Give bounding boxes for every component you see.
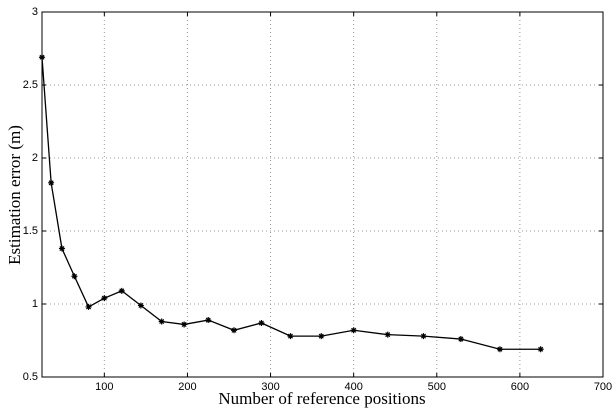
- x-axis-label: Number of reference positions: [218, 389, 425, 408]
- y-tick-label: 2: [32, 152, 38, 164]
- y-tick-label: 2.5: [23, 79, 38, 91]
- y-axis-label: Estimation error (m): [5, 125, 24, 265]
- data-point: [318, 333, 325, 340]
- data-point: [158, 318, 165, 325]
- data-point: [287, 333, 294, 340]
- x-tick-label: 100: [95, 381, 113, 393]
- y-tick-label: 3: [32, 6, 38, 18]
- x-tick-label: 500: [428, 381, 446, 393]
- data-point: [384, 331, 391, 338]
- data-point: [181, 321, 188, 328]
- data-point: [118, 287, 125, 294]
- y-tick-label: 1: [32, 298, 38, 310]
- data-point: [85, 303, 92, 310]
- data-point: [230, 327, 237, 334]
- data-point: [205, 317, 212, 324]
- x-tick-label: 400: [344, 381, 362, 393]
- data-point: [137, 302, 144, 309]
- data-point: [101, 295, 108, 302]
- x-tick-label: 300: [261, 381, 279, 393]
- y-tick-label: 0.5: [23, 371, 38, 383]
- data-point: [537, 346, 544, 353]
- x-tick-label: 700: [594, 381, 612, 393]
- data-point: [258, 319, 265, 326]
- data-point: [350, 327, 357, 334]
- x-tick-label: 200: [178, 381, 196, 393]
- data-line: [41, 57, 541, 350]
- data-point: [48, 179, 55, 186]
- x-tick-label: 600: [511, 381, 529, 393]
- data-point: [496, 346, 503, 353]
- data-point: [39, 54, 45, 61]
- data-point: [58, 245, 65, 252]
- y-tick-label: 1.5: [23, 225, 38, 237]
- data-point: [71, 273, 78, 280]
- data-point: [420, 333, 427, 340]
- data-point: [457, 336, 464, 343]
- plot-frame: [41, 11, 604, 378]
